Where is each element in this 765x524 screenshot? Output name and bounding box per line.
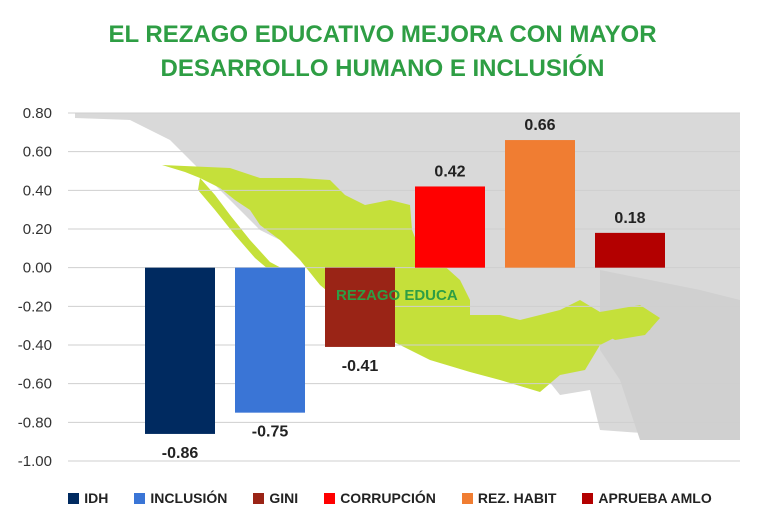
legend-item: GINI [253, 490, 298, 506]
bar-value-label: -0.86 [162, 445, 199, 462]
y-tick-label: 0.40 [23, 182, 52, 199]
y-tick-label: -1.00 [18, 453, 52, 470]
bar-rez-habit [505, 140, 575, 268]
bar-value-label: 0.66 [524, 117, 555, 134]
y-tick-label: -0.40 [18, 337, 52, 354]
chart-title-line-1: EL REZAGO EDUCATIVO MEJORA CON MAYOR [108, 21, 657, 48]
legend-label: APRUEBA AMLO [598, 490, 712, 506]
legend-item: APRUEBA AMLO [582, 490, 712, 506]
legend-label: INCLUSIÓN [150, 490, 228, 506]
map-mexico-shape [162, 165, 655, 392]
legend-label: REZ. HABIT [477, 490, 557, 506]
map-baja-california [198, 178, 285, 275]
bar-aprueba-amlo [595, 232, 665, 268]
legend-label: CORRUPCIÓN [340, 490, 436, 506]
legend-item: REZ. HABIT [461, 490, 557, 506]
legend-label: IDH [84, 490, 109, 506]
legend-swatch [134, 492, 146, 504]
chart-title-line-2: DESARROLLO HUMANO E INCLUSIÓN [160, 55, 605, 82]
bar-labels: -0.86 -0.75 -0.41 0.42 0.66 0.18 [162, 117, 646, 462]
bar-value-label: -0.41 [342, 358, 379, 375]
chart-annotation: REZAGO EDUCA [336, 287, 458, 304]
bar-value-label: 0.18 [614, 210, 645, 227]
y-tick-label: -0.60 [18, 376, 52, 393]
chart-title: EL REZAGO EDUCATIVO MEJORA CON MAYOR DES… [0, 18, 765, 86]
legend-swatch [253, 492, 265, 504]
legend-swatch [68, 492, 80, 504]
bar-inclusión [235, 267, 305, 413]
bar-idh [145, 267, 215, 434]
y-axis: 0.80 0.60 0.40 0.20 0.00 -0.20 -0.40 -0.60 -0.80… [18, 105, 52, 470]
y-tick-label: 0.80 [23, 105, 52, 122]
legend-swatch [582, 492, 594, 504]
y-tick-label: 0.20 [23, 221, 52, 238]
legend-item: IDH [68, 490, 108, 506]
legend-item: INCLUSIÓN [134, 490, 227, 506]
legend-swatch [324, 492, 336, 504]
y-tick-label: 0.60 [23, 144, 52, 161]
map-yucatan [598, 305, 660, 340]
bar-value-label: 0.42 [434, 163, 465, 180]
bar-chart: 0.80 0.60 0.40 0.20 0.00 -0.20 -0.40 -0.60 -0.80… [18, 105, 740, 470]
legend-swatch [461, 492, 473, 504]
legend: IDH INCLUSIÓN GINI CORRUPCIÓN REZ. HABIT APRU… [40, 490, 740, 506]
bars [145, 140, 665, 434]
y-tick-label: -0.80 [18, 414, 52, 431]
bar-value-label: -0.75 [252, 424, 289, 441]
legend-item: CORRUPCIÓN [324, 490, 436, 506]
y-tick-label: 0.00 [23, 260, 52, 277]
legend-label: GINI [269, 490, 299, 506]
y-tick-label: -0.20 [18, 298, 52, 315]
bar-gini [325, 267, 395, 347]
bar-corrupción [415, 186, 485, 268]
